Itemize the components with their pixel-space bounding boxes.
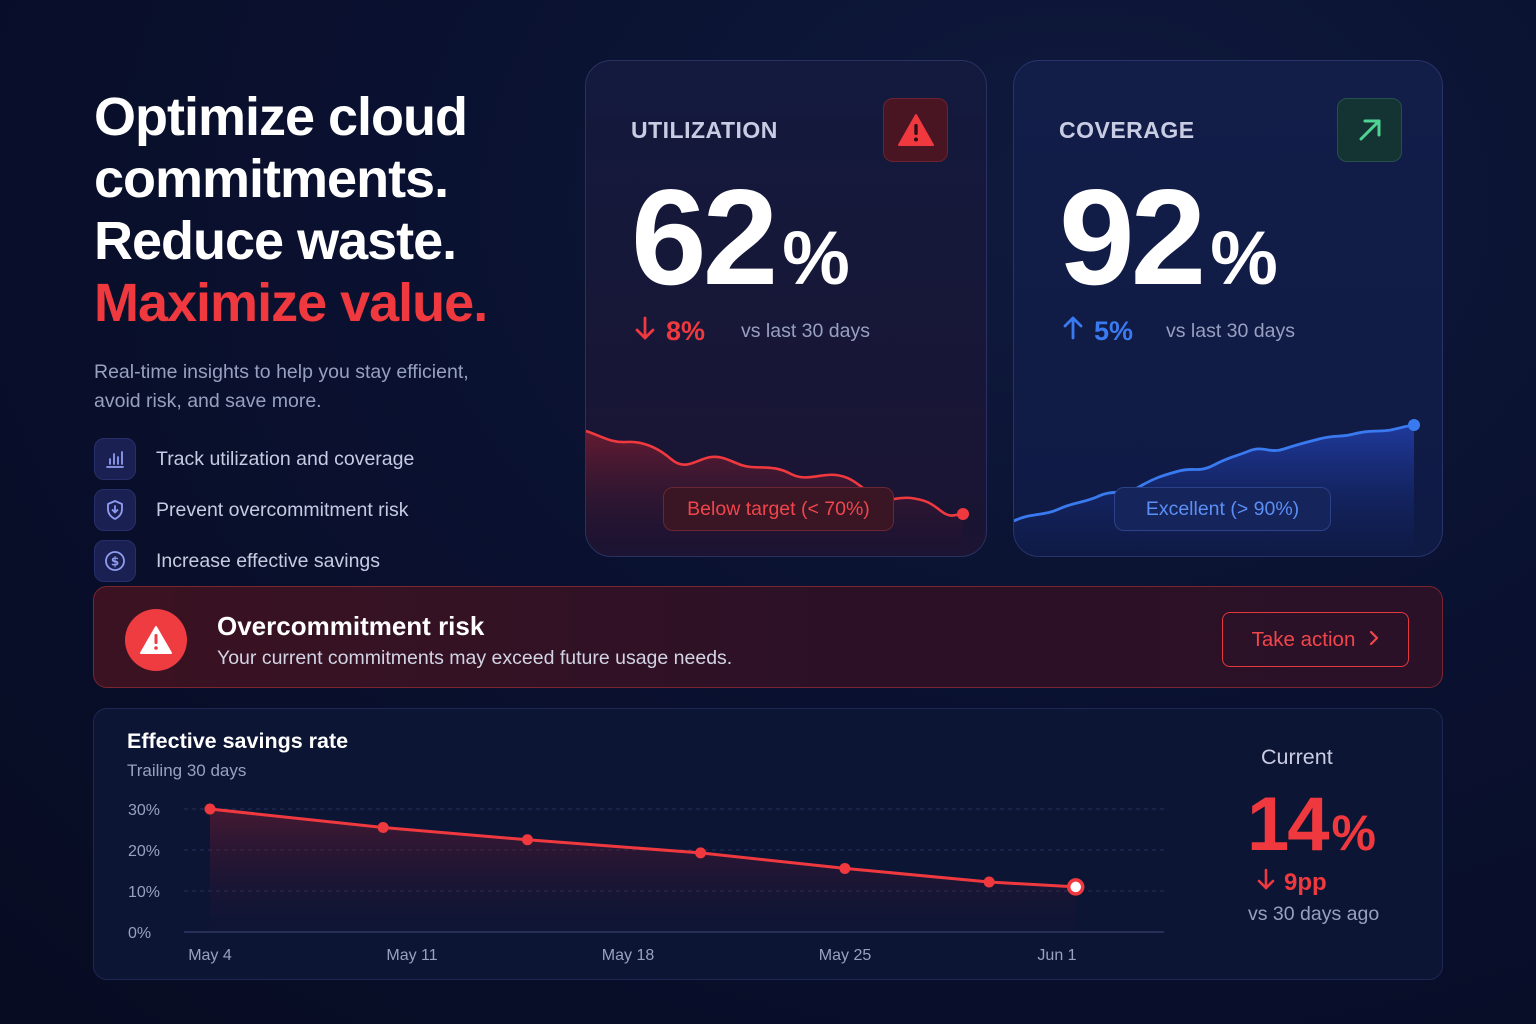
x-tick-label: May 18 bbox=[602, 947, 655, 964]
savings-subtitle: Trailing 30 days bbox=[127, 761, 247, 780]
y-tick-label: 10% bbox=[128, 884, 160, 901]
arrow-up-right-icon bbox=[1337, 98, 1402, 162]
savings-current-point bbox=[1066, 878, 1085, 896]
utilization-number: 62 bbox=[631, 161, 778, 313]
current-delta: 9pp bbox=[1256, 867, 1327, 898]
headline: Optimize cloud commitments. Reduce waste… bbox=[94, 86, 564, 334]
coverage-value: 92% bbox=[1059, 169, 1278, 305]
coverage-title: COVERAGE bbox=[1059, 117, 1195, 143]
headline-line-3: Reduce waste. bbox=[94, 211, 457, 271]
y-tick-label: 20% bbox=[128, 843, 160, 860]
utilization-delta: 8% bbox=[634, 315, 705, 348]
x-tick-label: May 4 bbox=[188, 947, 232, 964]
effective-savings-panel: Effective savings rate Trailing 30 days … bbox=[93, 708, 1443, 980]
warning-icon bbox=[883, 98, 948, 162]
coverage-delta-value: 5% bbox=[1094, 316, 1134, 346]
feature-item: Prevent overcommitment risk bbox=[94, 489, 564, 531]
current-delta-value: 9pp bbox=[1284, 868, 1327, 896]
feature-label: Prevent overcommitment risk bbox=[156, 498, 409, 521]
headline-line-2: commitments. bbox=[94, 149, 449, 209]
take-action-button[interactable]: Take action bbox=[1222, 612, 1409, 667]
sparkline-endpoint bbox=[957, 508, 969, 520]
current-unit: % bbox=[1331, 805, 1377, 861]
savings-data-point bbox=[521, 834, 533, 846]
risk-description: Your current commitments may exceed futu… bbox=[217, 647, 733, 669]
current-number: 14 bbox=[1247, 782, 1330, 867]
savings-data-point bbox=[983, 876, 995, 888]
x-tick-label: May 25 bbox=[819, 947, 872, 964]
coverage-number: 92 bbox=[1059, 161, 1206, 313]
utilization-unit: % bbox=[782, 216, 850, 301]
x-tick-label: May 11 bbox=[386, 947, 437, 964]
current-comparison: vs 30 days ago bbox=[1248, 903, 1380, 925]
arrow-down-icon bbox=[634, 315, 656, 348]
arrow-up-icon bbox=[1062, 315, 1084, 348]
savings-title: Effective savings rate bbox=[127, 729, 349, 753]
current-value: 14% bbox=[1247, 781, 1376, 868]
utilization-status-badge: Below target (< 70%) bbox=[663, 487, 894, 531]
savings-area bbox=[210, 809, 1076, 932]
y-tick-label: 0% bbox=[128, 925, 151, 942]
coverage-unit: % bbox=[1210, 216, 1278, 301]
hero-subtitle: Real-time insights to help you stay effi… bbox=[94, 361, 469, 412]
savings-data-point bbox=[377, 821, 389, 833]
x-tick-label: Jun 1 bbox=[1037, 947, 1076, 964]
savings-data-point bbox=[839, 862, 851, 874]
feature-item: Track utilization and coverage bbox=[94, 438, 564, 480]
warning-icon bbox=[125, 609, 187, 671]
risk-title: Overcommitment risk bbox=[217, 611, 485, 641]
headline-line-1: Optimize cloud bbox=[94, 87, 468, 147]
utilization-value: 62% bbox=[631, 169, 850, 305]
coverage-status-badge: Excellent (> 90%) bbox=[1114, 487, 1331, 531]
coverage-card[interactable]: COVERAGE 92% 5% vs last 30 days Excellen… bbox=[1013, 60, 1443, 557]
feature-list: Track utilization and coverage Prevent o… bbox=[94, 438, 564, 582]
utilization-title: UTILIZATION bbox=[631, 117, 778, 143]
dollar-icon: $ bbox=[94, 540, 136, 582]
savings-line-chart: 30% 20% 10% 0% May 4 May 11 May 18 May 25 Jun 1 bbox=[128, 802, 1164, 964]
arrow-down-icon bbox=[1256, 867, 1276, 898]
utilization-card[interactable]: UTILIZATION 62% 8% vs last 30 days Below… bbox=[585, 60, 987, 557]
headline-accent: Maximize value. bbox=[94, 273, 488, 333]
sparkline-endpoint bbox=[1408, 419, 1420, 431]
feature-label: Increase effective savings bbox=[156, 549, 381, 572]
chevron-right-icon bbox=[1369, 628, 1379, 652]
overcommitment-risk-banner: Overcommitment risk Your current commitm… bbox=[93, 586, 1443, 688]
savings-data-point bbox=[695, 847, 707, 859]
hero-section: Optimize cloud commitments. Reduce waste… bbox=[94, 86, 564, 591]
current-label: Current bbox=[1261, 745, 1333, 769]
coverage-comparison: vs last 30 days bbox=[1166, 320, 1295, 342]
savings-data-point bbox=[204, 803, 216, 815]
coverage-delta: 5% bbox=[1062, 315, 1133, 348]
take-action-label: Take action bbox=[1251, 627, 1356, 651]
feature-label: Track utilization and coverage bbox=[156, 447, 415, 470]
bar-chart-icon bbox=[94, 438, 136, 480]
feature-item: $ Increase effective savings bbox=[94, 540, 564, 582]
utilization-comparison: vs last 30 days bbox=[741, 320, 870, 342]
y-tick-label: 30% bbox=[128, 802, 160, 819]
shield-icon bbox=[94, 489, 136, 531]
svg-text:$: $ bbox=[111, 555, 119, 569]
utilization-delta-value: 8% bbox=[666, 316, 706, 346]
